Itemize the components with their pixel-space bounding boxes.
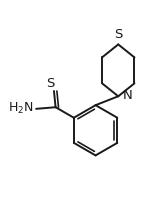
Text: S: S: [46, 77, 54, 90]
Text: S: S: [114, 28, 122, 41]
Text: N: N: [123, 89, 133, 102]
Text: H$_2$N: H$_2$N: [8, 101, 34, 116]
